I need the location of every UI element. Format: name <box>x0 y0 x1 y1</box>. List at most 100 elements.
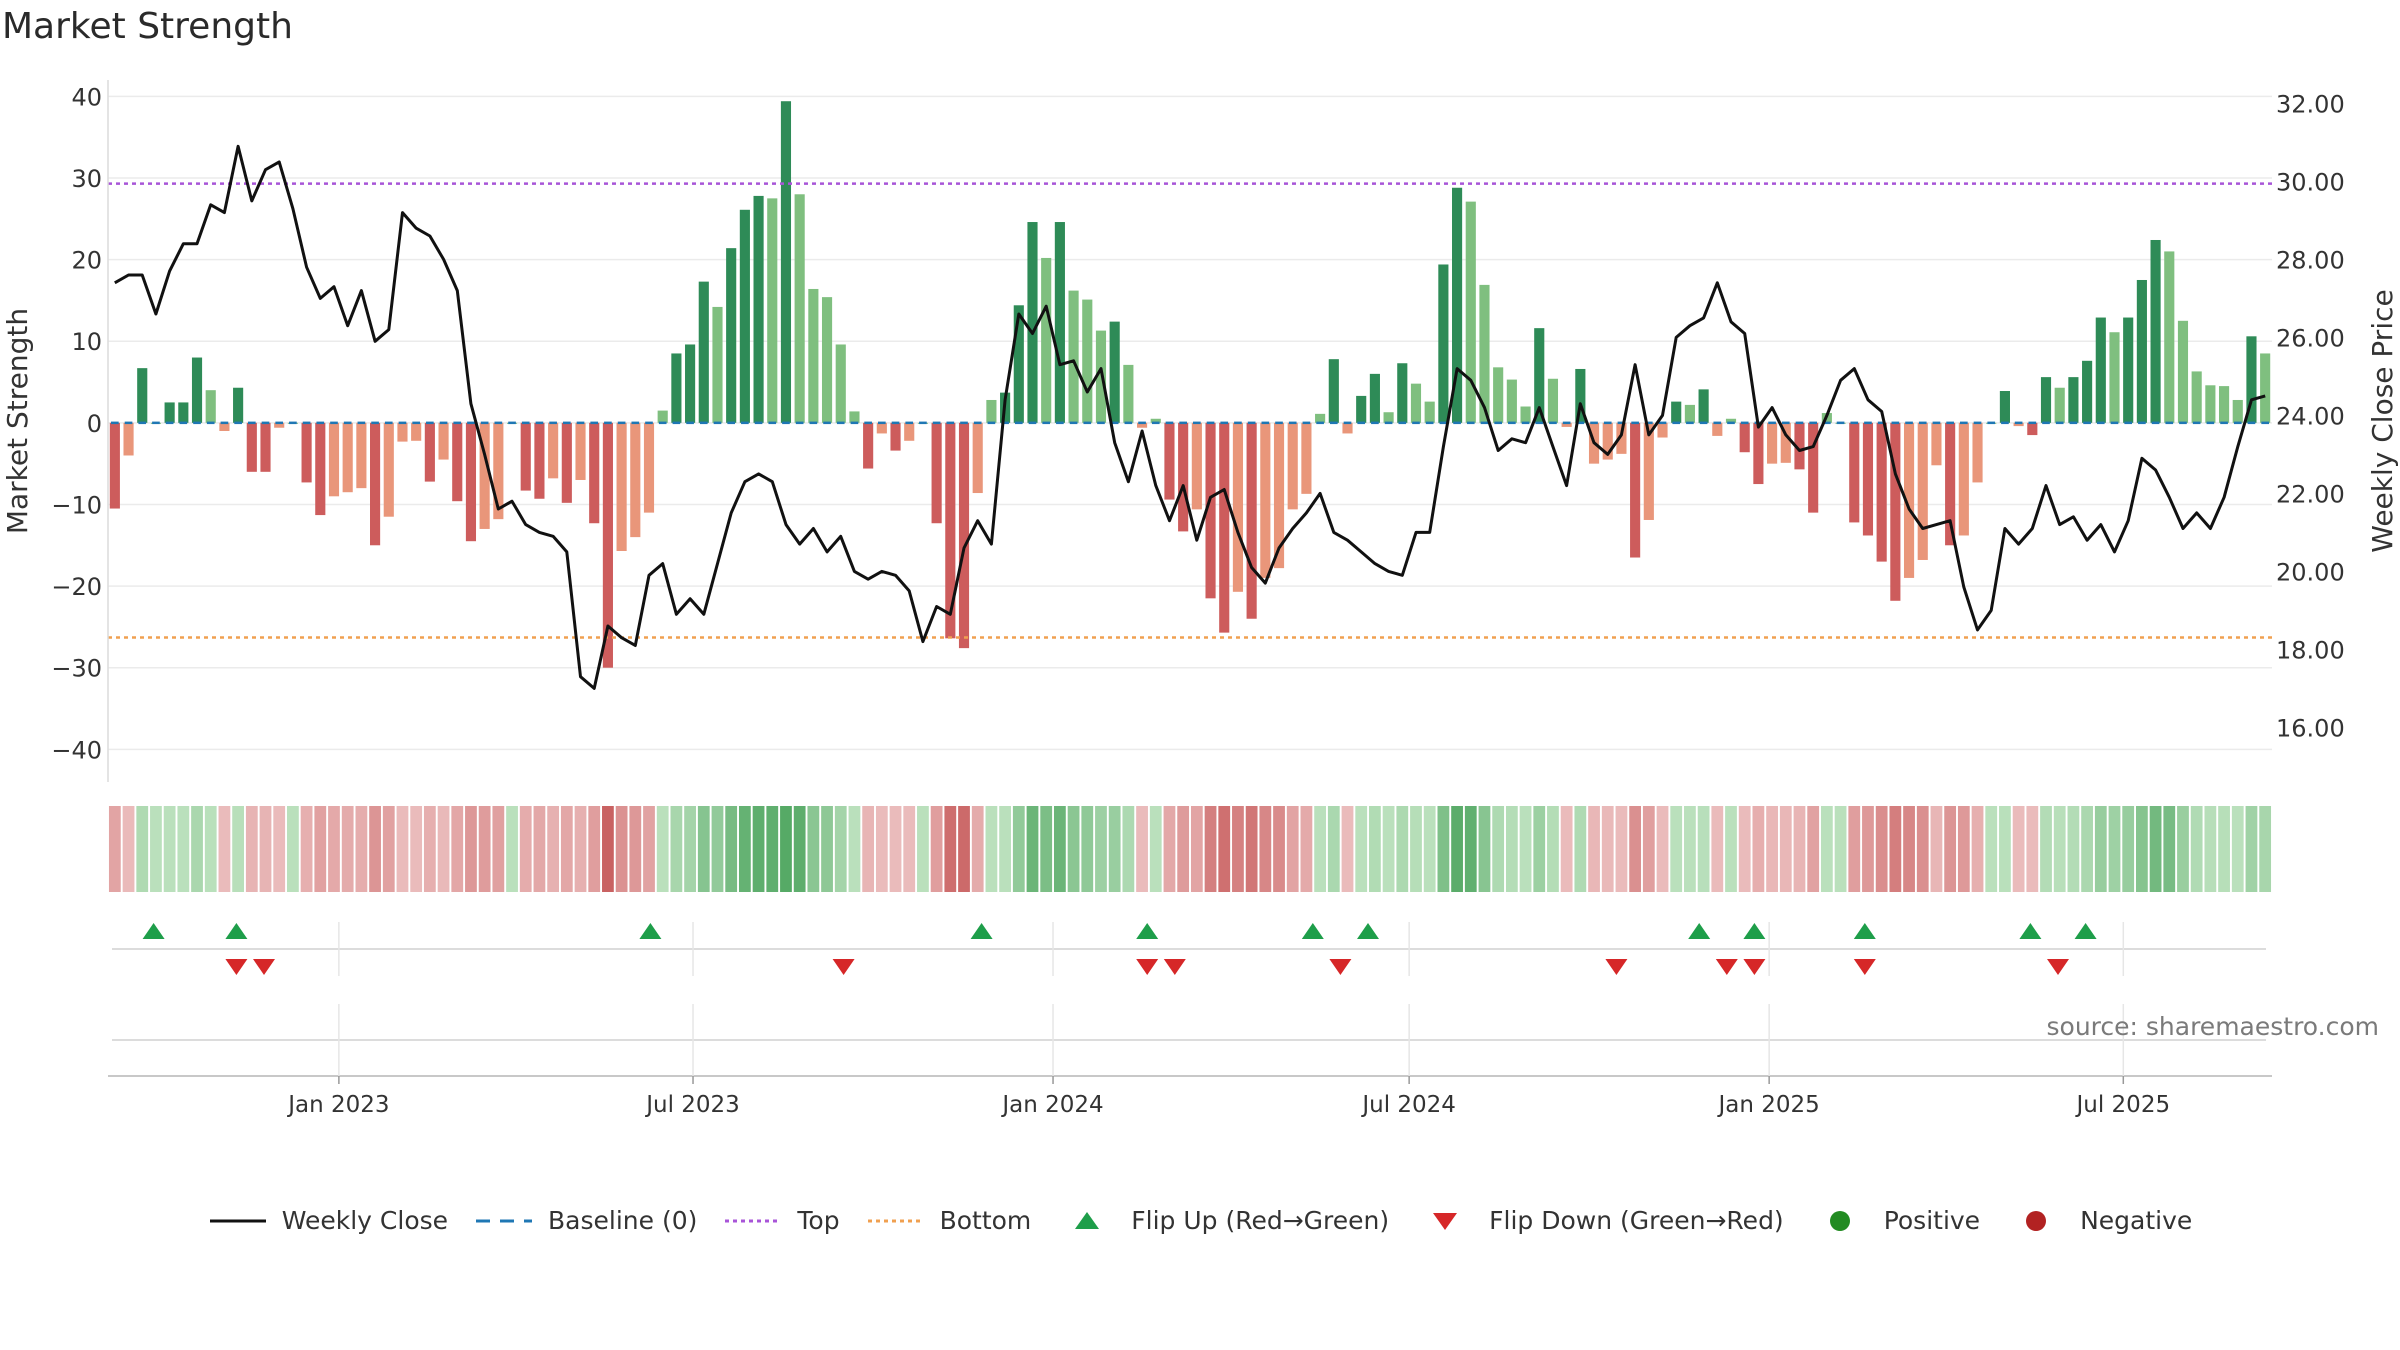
y2-tick-label: 20.00 <box>2276 558 2345 586</box>
legend-item-positive[interactable]: Positive <box>1810 1206 1980 1235</box>
strength-bar <box>1068 290 1079 423</box>
y-axis-label: Market Strength <box>1 308 34 534</box>
strength-bar <box>2082 360 2093 423</box>
strength-strip-cell <box>218 806 231 892</box>
y2-tick-label: 26.00 <box>2276 324 2345 352</box>
strength-strip-cell <box>1218 806 1231 892</box>
legend-item-flip-up[interactable]: Flip Up (Red→Green) <box>1057 1206 1389 1235</box>
strength-bar <box>1493 367 1504 423</box>
strength-bar <box>274 422 285 428</box>
x-tick-label: Jan 2025 <box>1716 1092 1819 1118</box>
strength-strip-cell <box>300 806 313 892</box>
strength-strip-cell <box>1286 806 1299 892</box>
strength-bar <box>1356 395 1367 423</box>
strength-bar <box>438 422 449 460</box>
strength-strip-cell <box>1423 806 1436 892</box>
strength-bar <box>2205 385 2216 423</box>
strength-strip-cell <box>1656 806 1669 892</box>
legend-item-top[interactable]: Top <box>723 1206 840 1235</box>
strength-strip-cell <box>1177 806 1190 892</box>
strength-strip-cell <box>807 806 820 892</box>
strength-bar <box>698 281 709 423</box>
strength-strip-cell <box>1190 806 1203 892</box>
flip-down-marker <box>225 959 248 975</box>
y2-tick-label: 24.00 <box>2276 402 2345 430</box>
legend-item-close[interactable]: Weekly Close <box>208 1206 448 1235</box>
strength-strip-cell <box>1245 806 1258 892</box>
strength-strip-cell <box>944 806 957 892</box>
strength-bar <box>1205 422 1216 599</box>
strength-bar <box>109 422 120 509</box>
strength-bar <box>1890 422 1901 601</box>
strength-bar <box>1013 305 1024 423</box>
strength-bar <box>1698 389 1709 423</box>
y-tick-label: −20 <box>51 573 102 601</box>
legend-item-flip-down[interactable]: Flip Down (Green→Red) <box>1415 1206 1784 1235</box>
strength-strip-cell <box>204 806 217 892</box>
strength-strip-cell <box>917 806 929 892</box>
strength-bar <box>630 422 641 538</box>
legend-top-swatch <box>723 1209 783 1233</box>
strength-bar <box>205 390 216 423</box>
legend-item-negative[interactable]: Negative <box>2006 1206 2192 1235</box>
strength-bar <box>178 402 189 423</box>
flip-down-marker <box>253 959 275 975</box>
y2-tick-label: 32.00 <box>2276 90 2345 118</box>
strength-strip-cell <box>1766 806 1778 892</box>
x-tick-label: Jul 2025 <box>2074 1092 2170 1118</box>
strength-bar <box>616 422 627 551</box>
strength-bar <box>685 344 696 423</box>
strength-strip-cell <box>1615 806 1628 892</box>
strength-strip-cell <box>2163 806 2176 892</box>
legend-item-bottom[interactable]: Bottom <box>866 1206 1031 1235</box>
strength-strip-cell <box>1642 806 1655 892</box>
strength-bar <box>2136 279 2147 423</box>
flip-up-marker <box>1357 923 1379 939</box>
strength-bar <box>2232 399 2243 423</box>
strength-bar <box>328 422 340 497</box>
legend-bottom-swatch <box>866 1209 926 1233</box>
strength-strip-cell <box>1478 806 1491 892</box>
strength-bar <box>726 248 737 423</box>
strength-strip-cell <box>2067 806 2080 892</box>
legend-item-baseline[interactable]: Baseline (0) <box>474 1206 697 1235</box>
legend-close-swatch <box>208 1209 268 1233</box>
strength-bar <box>780 101 792 423</box>
strength-strip-cell <box>1725 806 1737 892</box>
strength-strip-cell <box>506 806 518 892</box>
strength-strip-cell <box>1492 806 1505 892</box>
strength-bar <box>1876 422 1887 562</box>
strength-bar <box>397 422 408 442</box>
strength-strip-cell <box>163 806 176 892</box>
strength-strip-cell <box>602 806 614 892</box>
y2-tick-label: 28.00 <box>2276 246 2345 274</box>
y2-tick-label: 30.00 <box>2276 168 2345 196</box>
strength-bar <box>602 422 613 668</box>
strength-strip-cell <box>1807 806 1820 892</box>
strength-bar <box>1369 373 1380 423</box>
strength-strip-cell <box>1040 806 1053 892</box>
strength-bar <box>520 422 531 491</box>
strength-bar <box>835 344 846 423</box>
strength-strip-cell <box>1382 806 1395 892</box>
strength-bar <box>1767 422 1778 464</box>
strength-strip-cell <box>1944 806 1957 892</box>
strength-strip-cell <box>1519 806 1532 892</box>
strength-bar <box>1479 284 1490 423</box>
flip-down-marker <box>832 959 855 975</box>
strength-bar <box>2027 422 2038 436</box>
strength-strip-cell <box>2040 806 2052 892</box>
strength-strip-cell <box>2094 806 2107 892</box>
strength-bar <box>1739 422 1750 453</box>
strength-bar <box>904 422 915 441</box>
source-label: source: sharemaestro.com <box>2046 1012 2380 1041</box>
x-tick-label: Jul 2023 <box>644 1092 740 1118</box>
legend-flip-down-label: Flip Down (Green→Red) <box>1489 1206 1784 1235</box>
strength-strip-cell <box>451 806 464 892</box>
strength-strip-cell <box>1533 806 1546 892</box>
strength-strip-cell <box>1862 806 1874 892</box>
strength-strip-cell <box>1574 806 1587 892</box>
strength-strip-cell <box>1588 806 1600 892</box>
strength-strip-cell <box>1930 806 1943 892</box>
flip-up-marker <box>225 923 248 939</box>
